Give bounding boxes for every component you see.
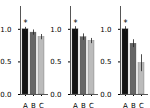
svg-text:1.0: 1.0: [50, 26, 61, 34]
svg-text:0.0: 0.0: [0, 91, 11, 99]
svg-text:B: B: [131, 102, 136, 108]
svg-text:A: A: [23, 102, 28, 108]
svg-text:B: B: [81, 102, 86, 108]
svg-text:1.0: 1.0: [0, 26, 11, 34]
svg-text:*: *: [74, 19, 78, 28]
svg-text:B: B: [31, 102, 36, 108]
svg-text:0.5: 0.5: [50, 58, 61, 66]
svg-text:1.0: 1.0: [100, 26, 111, 34]
svg-text:C: C: [139, 102, 144, 108]
svg-text:C: C: [39, 102, 44, 108]
svg-text:C: C: [89, 102, 94, 108]
svg-text:0.5: 0.5: [100, 58, 111, 66]
svg-text:0.0: 0.0: [100, 91, 111, 99]
svg-text:*: *: [124, 19, 128, 28]
svg-text:0.0: 0.0: [50, 91, 61, 99]
svg-text:0.5: 0.5: [0, 58, 11, 66]
svg-text:A: A: [123, 102, 128, 108]
svg-text:*: *: [24, 19, 28, 28]
svg-text:A: A: [73, 102, 78, 108]
